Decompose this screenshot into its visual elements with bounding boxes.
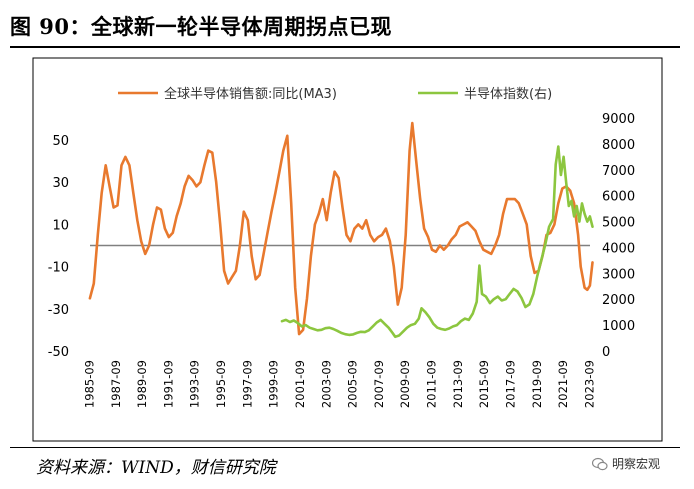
y-left-tick-label: -50 xyxy=(48,345,69,360)
x-tick-label: 1985-09 xyxy=(82,360,96,408)
x-tick-label: 2001-09 xyxy=(293,360,307,408)
x-tick-label: 1991-09 xyxy=(161,360,175,408)
x-tick-label: 1999-09 xyxy=(267,360,281,408)
watermark-text: 明察宏观 xyxy=(612,457,661,471)
source-rule xyxy=(10,447,680,448)
series-line-semiconductor-index xyxy=(280,145,594,339)
y-right-tick-label: 4000 xyxy=(602,241,635,256)
x-tick-label: 2013-09 xyxy=(451,360,465,408)
x-tick-label: 1993-09 xyxy=(188,360,202,408)
wechat-icon xyxy=(592,457,608,470)
legend: 全球半导体销售额:同比(MA3) 半导体指数(右) xyxy=(118,86,552,102)
source-note: 资料来源：WIND，财信研究院 xyxy=(36,458,276,478)
watermark: 明察宏观 xyxy=(592,455,660,472)
y-left-tick-label: -30 xyxy=(48,303,69,318)
y-left-tick-label: 10 xyxy=(52,218,69,233)
y-right-tick-label: 6000 xyxy=(602,190,635,205)
x-tick-label: 2003-09 xyxy=(319,360,333,408)
title-rule xyxy=(10,46,680,48)
legend-label: 全球半导体销售额:同比(MA3) xyxy=(164,86,337,102)
x-tick-label: 2021-09 xyxy=(556,360,570,408)
plot-frame xyxy=(32,57,663,442)
x-tick-label: 1989-09 xyxy=(135,360,149,408)
figure-title: 图 90：全球新一轮半导体周期拐点已现 xyxy=(10,14,393,39)
y-right-tick-label: 8000 xyxy=(602,138,635,153)
y-right-tick-label: 7000 xyxy=(602,164,635,179)
x-tick-label: 2005-09 xyxy=(346,360,360,408)
y-right-tick-label: 5000 xyxy=(602,216,635,231)
y-left-tick-label: 30 xyxy=(52,176,69,191)
x-tick-label: 2019-09 xyxy=(530,360,544,408)
y-right-tick-label: 9000 xyxy=(602,112,635,127)
x-tick-label: 2011-09 xyxy=(425,360,439,408)
x-tick-label: 2009-09 xyxy=(398,360,412,408)
x-tick-label: 1997-09 xyxy=(240,360,254,408)
x-tick-label: 2017-09 xyxy=(504,360,518,408)
series-line-sales-yoy xyxy=(88,121,594,336)
y-right-tick-label: 3000 xyxy=(602,267,635,282)
legend-label: 半导体指数(右) xyxy=(464,87,552,102)
x-tick-label: 2023-09 xyxy=(582,360,596,408)
y-right-tick-label: 0 xyxy=(602,345,610,360)
y-left-tick-label: 50 xyxy=(52,134,69,149)
y-right-tick-label: 2000 xyxy=(602,293,635,308)
x-tick-label: 1987-09 xyxy=(109,360,123,408)
x-tick-label: 1995-09 xyxy=(214,360,228,408)
y-right-tick-label: 1000 xyxy=(602,319,635,334)
y-left-tick-label: -10 xyxy=(48,261,69,276)
x-tick-label: 2007-09 xyxy=(372,360,386,408)
x-tick-label: 2015-09 xyxy=(477,360,491,408)
